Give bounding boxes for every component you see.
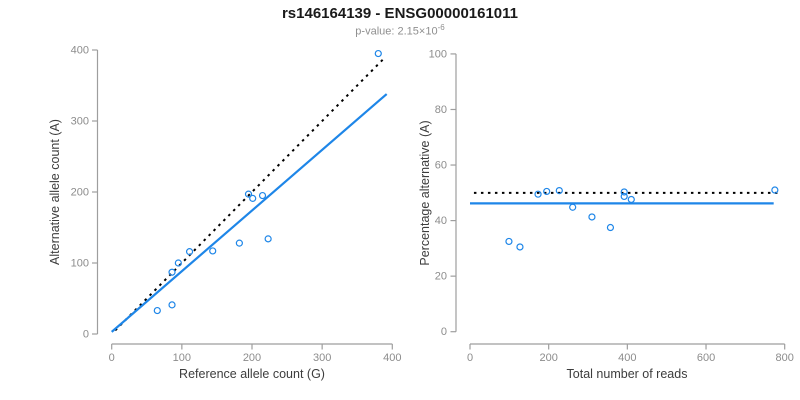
x-tick-label: 800 [776,352,794,364]
pvalue-subtitle: p-value: 2.15×10-6 [0,23,800,38]
right-y-axis-title: Percentage alternative (A) [418,120,432,266]
data-point [168,268,176,276]
y-tick-label: 100 [429,48,447,60]
x-tick-label: 400 [383,352,401,364]
x-tick-label: 0 [109,352,115,364]
right-x-axis-title: Total number of reads [566,367,688,381]
y-tick-label: 0 [83,329,89,341]
pvalue-text: p-value: 2.15×10 [355,25,438,38]
page-title: rs146164139 - ENSG00000161011 [281,5,519,22]
x-tick-label: 0 [467,352,473,364]
data-point [516,243,524,251]
y-tick-label: 400 [71,45,89,57]
data-point [374,49,382,58]
data-point [153,306,161,315]
x-tick-label: 600 [697,352,715,364]
data-point [588,213,596,221]
x-tick-label: 200 [539,352,557,364]
left-y-axis-title: Alternative allele count (A) [48,119,62,265]
data-point [249,194,257,202]
left-x-axis-title: Reference allele count (G) [179,367,325,381]
fit-line [110,93,388,333]
y-tick-label: 100 [71,258,89,270]
data-point [505,237,513,246]
data-point [258,191,267,200]
data-point [209,247,217,255]
y-tick-label: 40 [435,215,447,227]
x-tick-label: 300 [313,352,331,364]
data-point [543,187,551,196]
data-point [185,248,194,256]
data-point [168,301,176,309]
y-tick-label: 0 [441,326,447,338]
data-point [771,186,779,194]
data-point [627,195,635,204]
data-point [264,235,272,243]
y-tick-label: 60 [435,160,447,172]
y-tick-label: 200 [71,187,89,199]
data-point [606,223,615,232]
x-tick-label: 400 [618,352,636,364]
data-point [174,259,182,267]
identity-line [114,56,386,332]
data-point [534,190,542,198]
y-tick-label: 80 [435,104,447,116]
x-tick-label: 100 [173,352,191,364]
data-point [235,239,243,247]
data-point [620,188,628,196]
data-point [620,192,628,201]
data-point [244,190,253,198]
data-point [555,186,563,195]
pvalue-exponent: -6 [437,23,445,32]
y-tick-label: 20 [435,271,447,283]
x-tick-label: 200 [243,352,261,364]
y-tick-label: 300 [71,116,89,128]
data-point [569,203,577,211]
